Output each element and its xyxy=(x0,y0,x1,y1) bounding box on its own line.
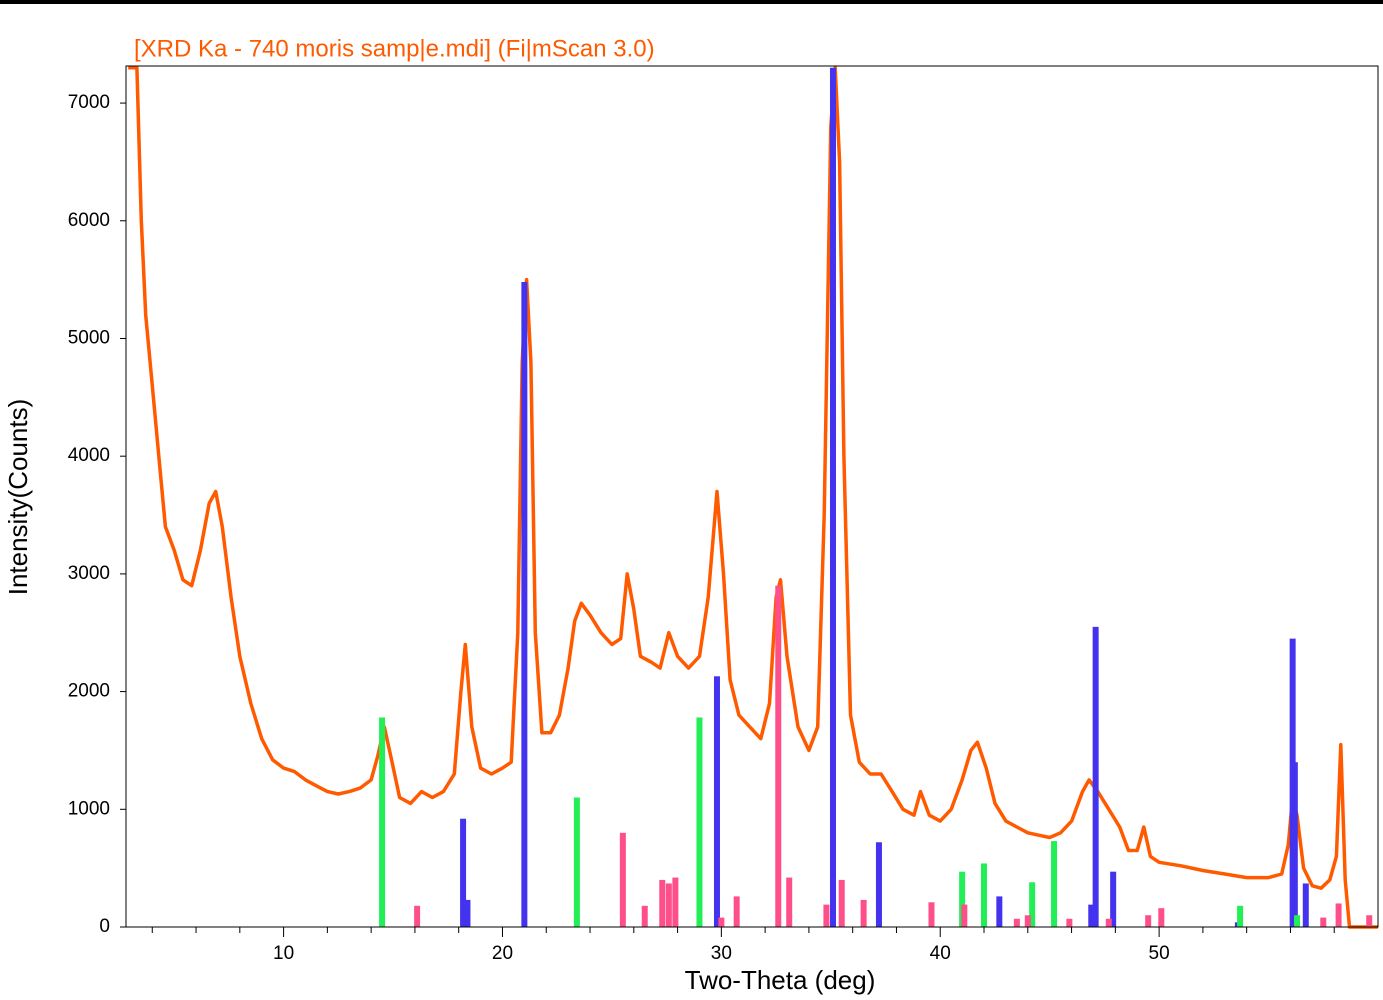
y-tick-label: 7000 xyxy=(68,92,110,113)
x-axis-title: Two-Theta (deg) xyxy=(685,965,876,995)
reference-peak xyxy=(1029,882,1036,927)
reference-peak xyxy=(696,717,703,927)
reference-peak xyxy=(1145,915,1152,927)
y-tick-label: 5000 xyxy=(68,327,110,348)
reference-peak xyxy=(1366,915,1373,927)
reference-peak xyxy=(1024,915,1031,927)
y-axis-title: Intensity(Counts) xyxy=(3,399,33,596)
reference-peak xyxy=(1110,871,1117,927)
reference-peak xyxy=(1088,904,1095,927)
x-tick-label: 20 xyxy=(492,943,513,964)
reference-peak xyxy=(464,899,471,927)
pattern-line xyxy=(128,66,1378,929)
reference-peak xyxy=(1092,626,1099,927)
reference-peak xyxy=(823,904,830,927)
reference-peak xyxy=(573,797,580,927)
reference-peak xyxy=(1105,918,1112,927)
reference-peak xyxy=(928,902,935,927)
reference-peak xyxy=(521,281,528,927)
y-tick-label: 0 xyxy=(99,916,110,937)
reference-peak xyxy=(1066,918,1073,927)
x-tick-label: 40 xyxy=(930,943,951,964)
top-bar xyxy=(0,0,1383,4)
reference-peak xyxy=(1320,917,1327,927)
y-tick-label: 6000 xyxy=(68,210,110,231)
reference-peak xyxy=(718,917,725,927)
reference-peak xyxy=(1302,883,1309,927)
reference-peak xyxy=(414,905,421,927)
reference-peak xyxy=(775,585,782,927)
y-tick-label: 1000 xyxy=(68,798,110,819)
reference-peak xyxy=(996,896,1003,927)
reference-peak xyxy=(838,879,845,927)
x-tick-label: 30 xyxy=(711,943,732,964)
reference-peak xyxy=(1013,918,1020,927)
y-tick-label: 3000 xyxy=(68,563,110,584)
reference-peak xyxy=(665,883,672,927)
reference-peak xyxy=(713,676,720,927)
reference-peak xyxy=(829,67,836,927)
y-tick-label: 2000 xyxy=(68,681,110,702)
reference-peak xyxy=(981,863,988,927)
reference-peak xyxy=(786,877,793,927)
reference-peak xyxy=(1158,908,1165,927)
reference-peak xyxy=(1051,841,1058,927)
y-tick-label: 4000 xyxy=(68,445,110,466)
reference-peak xyxy=(619,832,626,927)
reference-peak xyxy=(1291,762,1298,927)
reference-peak xyxy=(959,871,966,927)
chart-title: [XRD Ka - 740 moris samp|e.mdi] (Fi|mSca… xyxy=(134,35,655,62)
reference-peak xyxy=(860,899,867,927)
reference-peak xyxy=(875,842,882,927)
plot-frame xyxy=(125,65,1379,928)
reference-peak xyxy=(379,717,386,927)
reference-peak xyxy=(961,904,968,927)
reference-peak xyxy=(672,877,679,927)
reference-peak xyxy=(641,905,648,927)
reference-peak xyxy=(733,896,740,927)
reference-peak xyxy=(1294,915,1301,927)
reference-peak xyxy=(460,818,467,927)
reference-peak xyxy=(1237,905,1244,927)
x-tick-label: 50 xyxy=(1149,943,1170,964)
reference-peak xyxy=(1335,903,1342,927)
x-tick-label: 10 xyxy=(273,943,294,964)
reference-peak xyxy=(659,879,666,927)
